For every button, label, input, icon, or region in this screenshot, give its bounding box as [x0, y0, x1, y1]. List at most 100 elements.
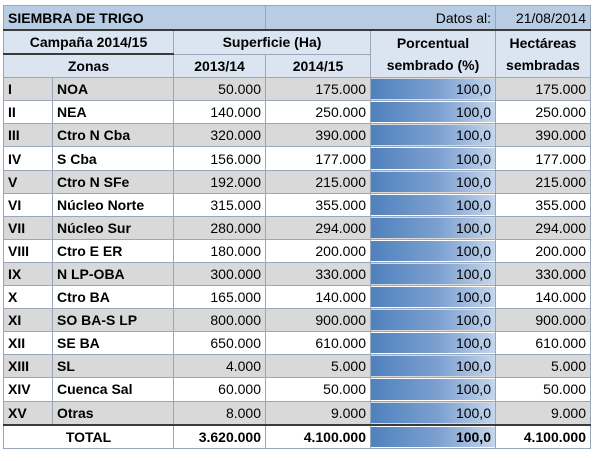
total-pct-bar	[371, 426, 495, 447]
zone-number: IV	[3, 146, 53, 171]
surface-2013-14: 650.000	[173, 331, 266, 356]
zone-name: Cuenca Sal	[52, 377, 174, 402]
ha-header-line1: Hectáreas	[509, 35, 577, 52]
zone-number: II	[3, 100, 53, 125]
hectares-sown: 5.000	[495, 354, 591, 379]
pct-bar	[371, 333, 495, 354]
pct-bar	[371, 240, 495, 261]
zone-name: Núcleo Sur	[52, 215, 174, 240]
header-row-2: Zonas 2013/14 2014/15	[3, 53, 591, 79]
table-row: VII Núcleo Sur 280.000 294.000 100,0 294.000	[3, 215, 591, 240]
pct-bar	[371, 171, 495, 192]
table-row: IX N LP-OBA 300.000 330.000 100,0 330.000	[3, 261, 591, 287]
pct-sown: 100,0	[370, 377, 496, 402]
zone-number: XI	[3, 308, 53, 333]
table-row: IV S Cba 156.000 177.000 100,0 177.000	[3, 146, 591, 171]
surface-2014-15: 294.000	[265, 215, 371, 240]
surface-2013-14: 165.000	[173, 285, 266, 310]
surface-2013-14: 800.000	[173, 308, 266, 333]
zone-number: XIV	[3, 377, 53, 402]
table-row: VI Núcleo Norte 315.000 355.000 100,0 355.000	[3, 192, 591, 217]
pct-value: 100,0	[455, 173, 491, 190]
campaign-header: Campaña 2014/15	[3, 29, 174, 56]
year1-header: 2013/14	[173, 53, 266, 79]
table-row: VIII Ctro E ER 180.000 200.000 100,0 200.000	[3, 238, 591, 263]
surface-2013-14: 50.000	[173, 77, 266, 102]
table-row: XV Otras 8.000 9.000 100,0 9.000	[3, 400, 591, 426]
zones-header: Zonas	[3, 53, 174, 79]
hectares-sown: 900.000	[495, 308, 591, 333]
surface-2013-14: 192.000	[173, 169, 266, 194]
surface-2014-15: 900.000	[265, 308, 371, 333]
pct-value: 100,0	[455, 196, 491, 213]
total-hectares-sown: 4.100.000	[495, 423, 591, 449]
surface-2013-14: 320.000	[173, 123, 266, 148]
zone-number: I	[3, 77, 53, 102]
pct-sown: 100,0	[370, 238, 496, 263]
surface-2013-14: 140.000	[173, 100, 266, 125]
zone-name: S Cba	[52, 146, 174, 171]
zone-name: SE BA	[52, 331, 174, 356]
hectares-sown: 355.000	[495, 192, 591, 217]
pct-header-line1: Porcentual	[396, 35, 470, 52]
pct-bar	[371, 217, 495, 238]
surface-2013-14: 315.000	[173, 192, 266, 217]
pct-sown: 100,0	[370, 192, 496, 217]
pct-value: 100,0	[455, 381, 491, 398]
zone-number: III	[3, 123, 53, 148]
zone-number: XII	[3, 331, 53, 356]
total-2013-14: 3.620.000	[173, 423, 266, 449]
surface-2013-14: 300.000	[173, 261, 266, 287]
zone-number: XV	[3, 400, 53, 426]
date-label: Datos al:	[265, 5, 496, 31]
hectares-sown: 175.000	[495, 77, 591, 102]
surface-2014-15: 330.000	[265, 261, 371, 287]
pct-value: 100,0	[455, 289, 491, 306]
pct-bar	[371, 263, 495, 285]
hectares-sown: 330.000	[495, 261, 591, 287]
surface-2013-14: 4.000	[173, 354, 266, 379]
pct-sown: 100,0	[370, 354, 496, 379]
pct-sown: 100,0	[370, 261, 496, 287]
pct-value: 100,0	[455, 312, 491, 329]
zone-number: X	[3, 285, 53, 310]
surface-2014-15: 200.000	[265, 238, 371, 263]
surface-2014-15: 9.000	[265, 400, 371, 426]
pct-value: 100,0	[455, 358, 491, 375]
total-2014-15: 4.100.000	[265, 423, 371, 449]
sheet-title: SIEMBRA DE TRIGO	[3, 5, 266, 31]
surface-2014-15: 250.000	[265, 100, 371, 125]
total-label: TOTAL	[3, 423, 174, 449]
table-row: XI SO BA-S LP 800.000 900.000 100,0 900.000	[3, 308, 591, 333]
zone-name: Otras	[52, 400, 174, 426]
pct-bar	[371, 79, 495, 100]
pct-bar	[371, 402, 495, 423]
title-row: SIEMBRA DE TRIGO Datos al: 21/08/2014	[3, 5, 591, 31]
pct-bar	[371, 102, 495, 123]
zone-name: Núcleo Norte	[52, 192, 174, 217]
pct-bar	[371, 310, 495, 331]
pct-value: 100,0	[455, 127, 491, 144]
pct-sown: 100,0	[370, 169, 496, 194]
table-row: XIV Cuenca Sal 60.000 50.000 100,0 50.000	[3, 377, 591, 402]
table-row: XII SE BA 650.000 610.000 100,0 610.000	[3, 331, 591, 356]
pct-sown: 100,0	[370, 308, 496, 333]
hectares-sown: 177.000	[495, 146, 591, 171]
pct-value: 100,0	[455, 335, 491, 352]
hectares-sown: 250.000	[495, 100, 591, 125]
pct-value: 100,0	[455, 242, 491, 259]
hectares-sown: 215.000	[495, 169, 591, 194]
hectares-sown: 140.000	[495, 285, 591, 310]
surface-2014-15: 177.000	[265, 146, 371, 171]
surface-header: Superficie (Ha)	[173, 29, 371, 55]
zone-name: Ctro E ER	[52, 238, 174, 263]
zone-name: NEA	[52, 100, 174, 125]
surface-2014-15: 610.000	[265, 331, 371, 356]
pct-sown: 100,0	[370, 215, 496, 240]
pct-value: 100,0	[455, 104, 491, 121]
pct-sown: 100,0	[370, 400, 496, 426]
hectares-sown: 50.000	[495, 377, 591, 402]
pct-bar	[371, 125, 495, 146]
wheat-sowing-sheet: SIEMBRA DE TRIGO Datos al: 21/08/2014 Ca…	[3, 5, 591, 449]
zone-name: Ctro N SFe	[52, 169, 174, 194]
